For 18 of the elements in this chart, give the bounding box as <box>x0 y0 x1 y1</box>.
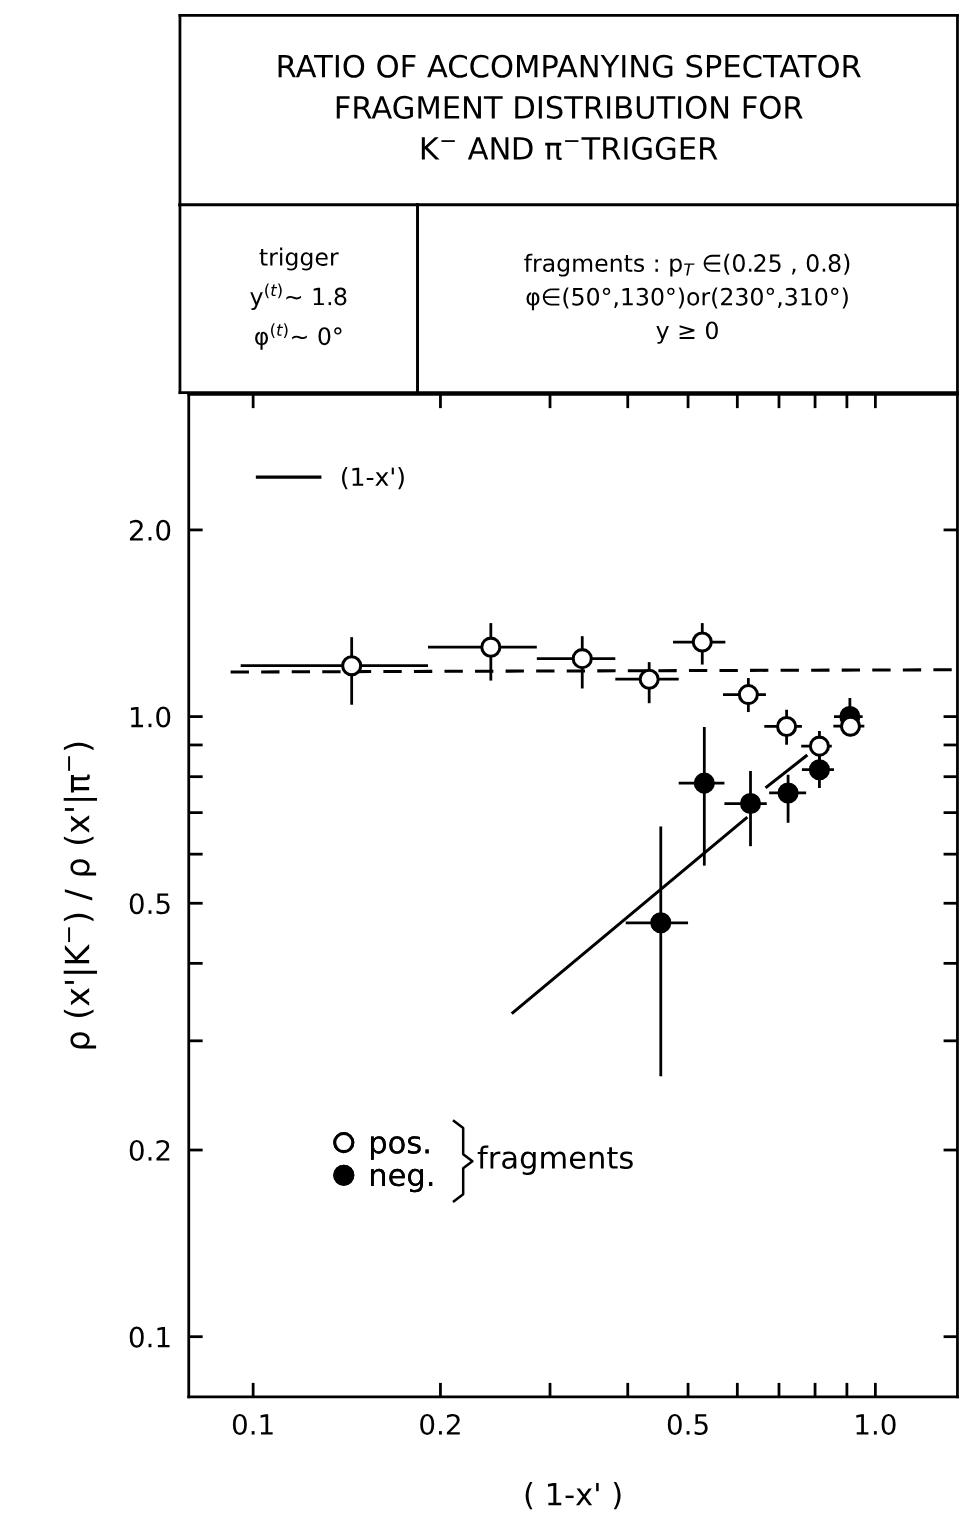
chart-title: RATIO OF ACCOMPANYING SPECTATOR FRAGMENT DISTRIBUTION FOR K$^{−}$ AND π$^{−}$TRIGGER <box>278 54 861 161</box>
x-tick-label: 1.0 <box>856 1413 896 1435</box>
text: trigger y$^{(t)}$~ 1.8 φ$^{(t)}$~ 0° <box>250 247 347 350</box>
y-tick-label: 2.0 <box>129 519 171 541</box>
legend-title: fragments <box>477 1145 633 1175</box>
text: fragments : p$_{T}$ ∈(0.25 , 0.8) φ∈(50°,130°)or(230°,310°) y ≥ 0 <box>524 253 850 344</box>
y-tick-label: 0.2 <box>129 1139 170 1161</box>
y-tick-label: 0.1 <box>129 1326 170 1348</box>
x-tick-label: 0.5 <box>667 1413 708 1435</box>
legend-label: neg. <box>371 1168 433 1193</box>
x-tick-label: 0.1 <box>232 1413 273 1435</box>
x-axis-title: ( 1-x' ) <box>525 1482 621 1510</box>
y-axis-title: ρ (x'|K$^{−}$) / ρ (x'|π$^{−}$) <box>63 742 98 1049</box>
legend-label: (1-x') <box>342 466 404 490</box>
x-tick-label: 0.2 <box>420 1413 460 1435</box>
y-tick-label: 1.0 <box>130 706 171 728</box>
y-tick-label: 0.5 <box>129 893 170 915</box>
legend-label: pos. <box>371 1136 429 1160</box>
